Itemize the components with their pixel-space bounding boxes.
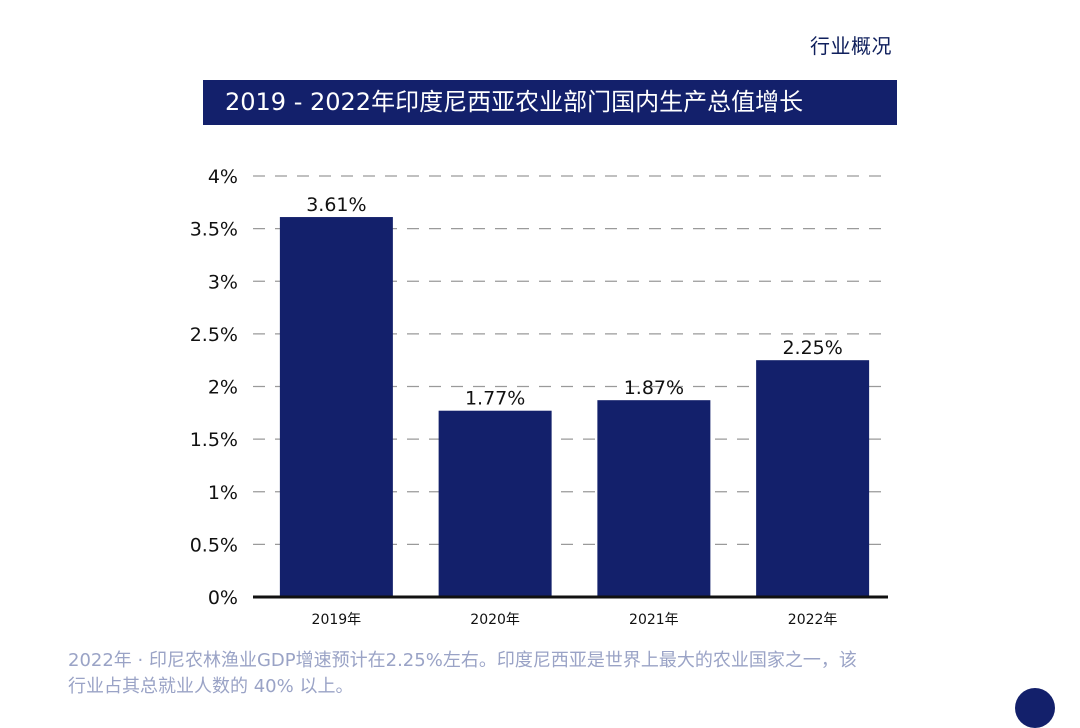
navigation-dot[interactable] (1015, 688, 1055, 728)
y-tick-label: 4% (208, 166, 238, 188)
chart-title-bar: 2019 - 2022年印度尼西亚农业部门国内生产总值增长 (203, 80, 897, 125)
section-label: 行业概况 (810, 34, 892, 58)
y-tick-label: 1.5% (190, 429, 238, 451)
x-tick-label: 2020年 (470, 612, 520, 628)
y-tick-label: 0% (208, 587, 238, 609)
x-tick-label: 2021年 (629, 612, 679, 628)
footnote-line-2: 行业占其总就业人数的 40% 以上。 (68, 676, 354, 697)
y-tick-label: 2% (208, 377, 238, 399)
y-tick-label: 0.5% (190, 534, 238, 556)
x-tick-label: 2019年 (312, 612, 362, 628)
chart-title: 2019 - 2022年印度尼西亚农业部门国内生产总值增长 (225, 88, 804, 116)
data-label: 1.87% (624, 377, 684, 399)
footnote-line-1: 2022年 · 印尼农林渔业GDP增速预计在2.25%左右。印度尼西亚是世界上最… (68, 650, 857, 671)
y-tick-label: 2.5% (190, 324, 238, 346)
bar (279, 217, 393, 598)
y-tick-label: 1% (208, 482, 238, 504)
bar (438, 410, 552, 597)
data-label: 1.77% (465, 388, 525, 410)
bar (756, 360, 870, 597)
data-label: 2.25% (782, 337, 842, 359)
y-tick-label: 3.5% (190, 219, 238, 241)
bar-chart: 0% 0.5% 1% 1.5% 2% 2.5% 3% 3.5% 4% 3.61% 2019年 1.77… (190, 166, 888, 628)
data-label: 3.61% (306, 194, 366, 216)
bar (597, 400, 711, 597)
y-tick-label: 3% (208, 271, 238, 293)
footnote: 2022年 · 印尼农林渔业GDP增速预计在2.25%左右。印度尼西亚是世界上最… (68, 648, 1008, 700)
x-tick-label: 2022年 (788, 612, 838, 628)
